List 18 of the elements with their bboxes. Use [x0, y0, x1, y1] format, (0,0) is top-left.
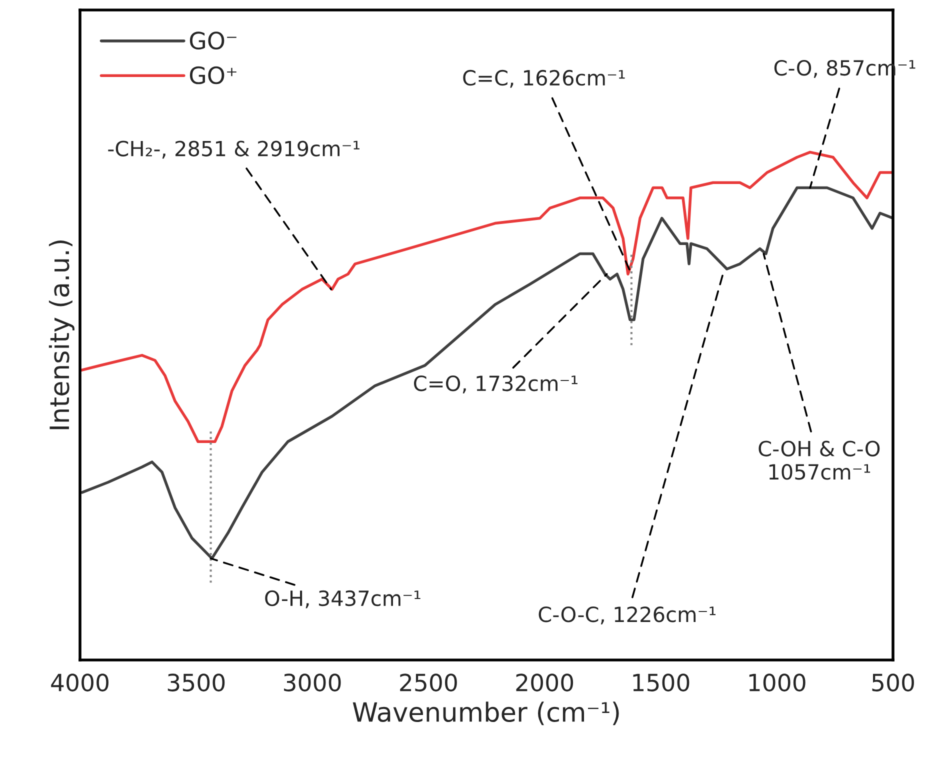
annotation: C=C, 1626cm⁻¹	[463, 70, 625, 88]
x-tick-label: 3000	[284, 674, 341, 692]
annotation: C-O-C, 1226cm⁻¹	[538, 606, 716, 624]
x-tick-label: 2500	[400, 674, 457, 692]
legend-label: GO⁺	[190, 66, 236, 84]
x-tick-label: 500	[872, 674, 914, 692]
legend-label: GO⁻	[190, 32, 236, 50]
x-tick-label: 1500	[633, 674, 690, 692]
x-axis-title: Wavenumber (cm⁻¹)	[352, 702, 619, 726]
annotation: O-H, 3437cm⁻¹	[265, 590, 420, 608]
x-tick-label: 4000	[51, 674, 108, 692]
annotation: C-OH & C-O 1057cm⁻¹	[758, 440, 880, 480]
x-tick-label: 2000	[516, 674, 574, 692]
annotation: C=O, 1732cm⁻¹	[414, 375, 578, 394]
x-tick-label: 1000	[749, 674, 806, 692]
annotation: -CH₂-, 2851 & 2919cm⁻¹	[108, 140, 360, 159]
y-axis-title: Intensity (a.u.)	[48, 240, 74, 430]
x-tick-label: 3500	[168, 674, 225, 692]
